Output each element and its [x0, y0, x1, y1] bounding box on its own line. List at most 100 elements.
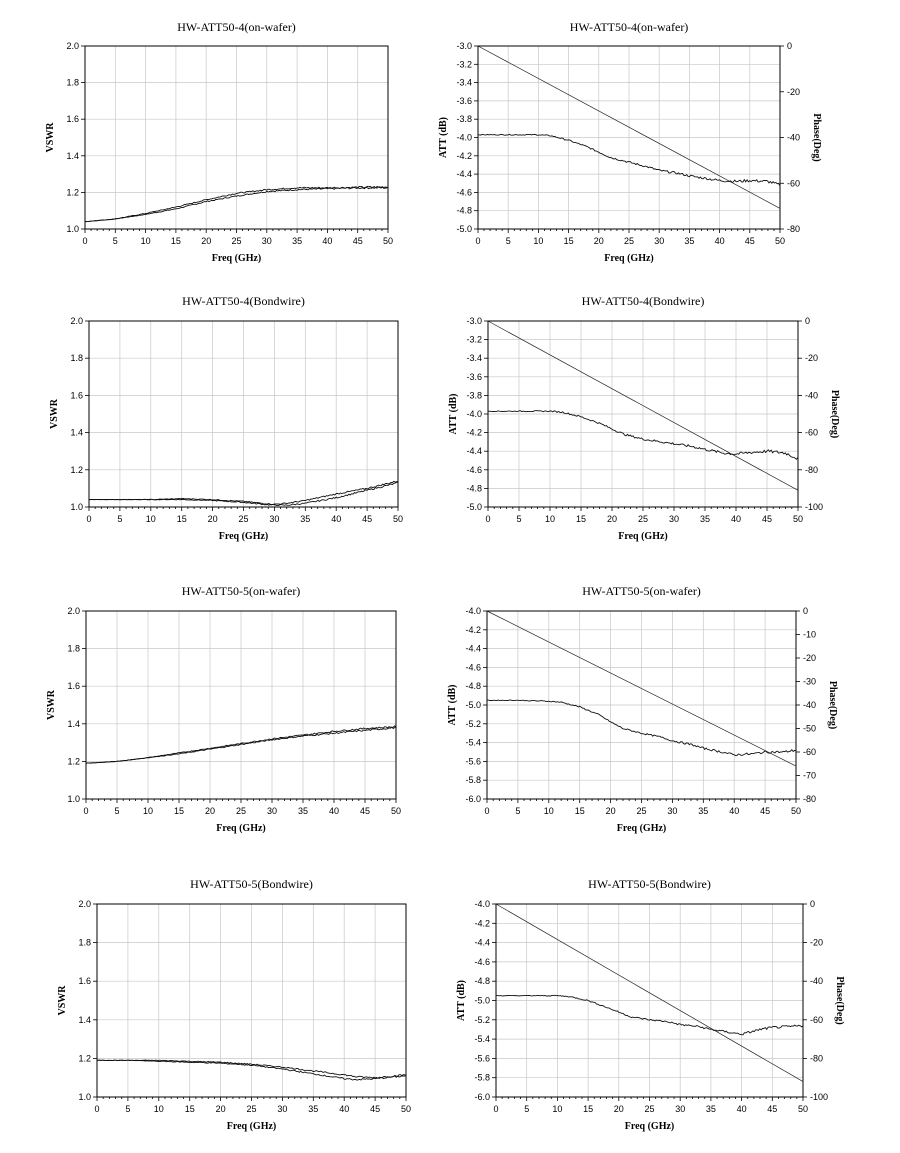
- y2-tick-label: -20: [803, 653, 816, 663]
- y-tick-label: 1.2: [66, 187, 79, 197]
- x-tick-label: 10: [143, 806, 153, 816]
- y-axis-label: VSWR: [46, 689, 57, 720]
- y-tick-label: -4.6: [474, 957, 490, 967]
- x-tick-label: 0: [94, 1104, 99, 1114]
- x-tick-label: 15: [177, 514, 187, 524]
- y-tick-label: -5.8: [474, 1073, 490, 1083]
- chart-title: HW-ATT50-5(Bondwire): [588, 877, 711, 891]
- chart-p3: 0 5 10 15 20 25 30 35 40 45 50 1.0 1.2 1.4 1.6 1.8 2.0 HW…: [49, 294, 403, 542]
- y-tick-label: -5.6: [465, 756, 481, 766]
- x-tick-label: 40: [329, 806, 339, 816]
- y2-tick-label: -60: [810, 1015, 823, 1025]
- x-tick-label: 45: [370, 1104, 380, 1114]
- x-tick-label: 5: [117, 514, 122, 524]
- x-tick-label: 40: [737, 1104, 747, 1114]
- y-tick-label: 1.8: [66, 78, 79, 88]
- y-tick-label: -5.4: [465, 738, 481, 748]
- y2-axis-label: Phase(Deg): [829, 390, 840, 438]
- y-tick-label: -4.4: [465, 644, 481, 654]
- y-tick-label: 1.8: [78, 938, 91, 948]
- y2-tick-label: -20: [810, 938, 823, 948]
- chart-title: HW-ATT50-5(on-wafer): [182, 584, 301, 598]
- x-axis-label: Freq (GHz): [227, 1121, 277, 1132]
- x-tick-label: 20: [201, 236, 211, 246]
- y-tick-label: -3.2: [456, 59, 472, 69]
- y2-tick-label: -80: [803, 794, 816, 804]
- y-tick-label: -4.0: [474, 899, 490, 909]
- y-tick-label: 1.6: [67, 681, 80, 691]
- y2-tick-label: -70: [803, 771, 816, 781]
- x-axis-label: Freq (GHz): [604, 253, 654, 264]
- series-line-1: [486, 699, 797, 757]
- x-tick-label: 5: [113, 236, 118, 246]
- y-tick-label: -3.0: [466, 316, 482, 326]
- x-tick-label: 35: [700, 514, 710, 524]
- y-tick-label: -4.2: [474, 918, 490, 928]
- y2-tick-label: 0: [803, 606, 808, 616]
- x-tick-label: 0: [82, 236, 87, 246]
- x-tick-label: 5: [125, 1104, 130, 1114]
- x-tick-label: 45: [760, 806, 770, 816]
- chart-p6: 0 5 10 15 20 25 30 35 40 45 50 -6.0 -5.8 -5.6 -5.4 -5.2…: [447, 584, 838, 834]
- y2-tick-label: -80: [787, 224, 800, 234]
- x-tick-label: 25: [638, 514, 648, 524]
- x-tick-label: 15: [185, 1104, 195, 1114]
- y2-tick-label: -60: [805, 428, 818, 438]
- x-tick-label: 35: [684, 236, 694, 246]
- y-tick-label: -4.4: [474, 938, 490, 948]
- y-tick-label: 1.4: [66, 151, 79, 161]
- y2-tick-label: -20: [805, 353, 818, 363]
- y-tick-label: -4.0: [466, 409, 482, 419]
- y-tick-label: 1.8: [67, 644, 80, 654]
- y-tick-label: -3.0: [456, 41, 472, 51]
- x-tick-label: 15: [171, 236, 181, 246]
- y-tick-label: -5.8: [465, 775, 481, 785]
- x-tick-label: 40: [729, 806, 739, 816]
- y2-tick-label: -40: [805, 390, 818, 400]
- x-tick-label: 35: [292, 236, 302, 246]
- y2-tick-label: -20: [787, 87, 800, 97]
- x-tick-label: 15: [564, 236, 574, 246]
- x-tick-label: 40: [731, 514, 741, 524]
- y2-tick-label: -60: [787, 178, 800, 188]
- y-tick-label: -4.8: [466, 483, 482, 493]
- x-tick-label: 10: [545, 514, 555, 524]
- x-tick-label: 0: [83, 806, 88, 816]
- y-tick-label: 2.0: [67, 606, 80, 616]
- x-tick-label: 35: [298, 806, 308, 816]
- y-tick-label: -4.8: [456, 206, 472, 216]
- y-axis-label: ATT (dB): [456, 980, 467, 1021]
- y2-tick-label: 0: [810, 899, 815, 909]
- y2-tick-label: 0: [787, 41, 792, 51]
- y2-tick-label: -100: [805, 502, 823, 512]
- y-tick-label: -6.0: [465, 794, 481, 804]
- x-tick-label: 5: [114, 806, 119, 816]
- x-tick-label: 45: [745, 236, 755, 246]
- y-tick-label: -4.0: [465, 606, 481, 616]
- y2-tick-label: -40: [810, 976, 823, 986]
- x-tick-label: 20: [606, 806, 616, 816]
- y2-tick-label: -80: [810, 1053, 823, 1063]
- y-tick-label: -3.6: [456, 96, 472, 106]
- chart-p8: 0 5 10 15 20 25 30 35 40 45 50 -6.0 -5.8 -5.6 -5.4 -5.2…: [456, 877, 845, 1132]
- x-tick-label: 0: [493, 1104, 498, 1114]
- y-tick-label: 1.8: [70, 353, 83, 363]
- y-tick-label: -4.2: [456, 151, 472, 161]
- series-line-2: [487, 320, 799, 491]
- x-tick-label: 5: [506, 236, 511, 246]
- x-tick-label: 10: [146, 514, 156, 524]
- y-axis-label: VSWR: [45, 122, 56, 153]
- x-tick-label: 40: [322, 236, 332, 246]
- chart-title: HW-ATT50-4(Bondwire): [582, 294, 705, 308]
- y-tick-label: -3.8: [466, 390, 482, 400]
- chart-p1: 0 5 10 15 20 25 30 35 40 45 50 1.0 1.2 1.4 1.6 1.8 2.0 HW…: [45, 20, 393, 264]
- series-line-2: [85, 725, 397, 764]
- series-line-2: [477, 45, 781, 209]
- x-axis-label: Freq (GHz): [216, 823, 266, 834]
- y-tick-label: -5.0: [456, 224, 472, 234]
- y-tick-label: -5.6: [474, 1053, 490, 1063]
- x-tick-label: 15: [583, 1104, 593, 1114]
- y-tick-label: -4.6: [466, 465, 482, 475]
- x-tick-label: 45: [362, 514, 372, 524]
- x-tick-label: 15: [575, 806, 585, 816]
